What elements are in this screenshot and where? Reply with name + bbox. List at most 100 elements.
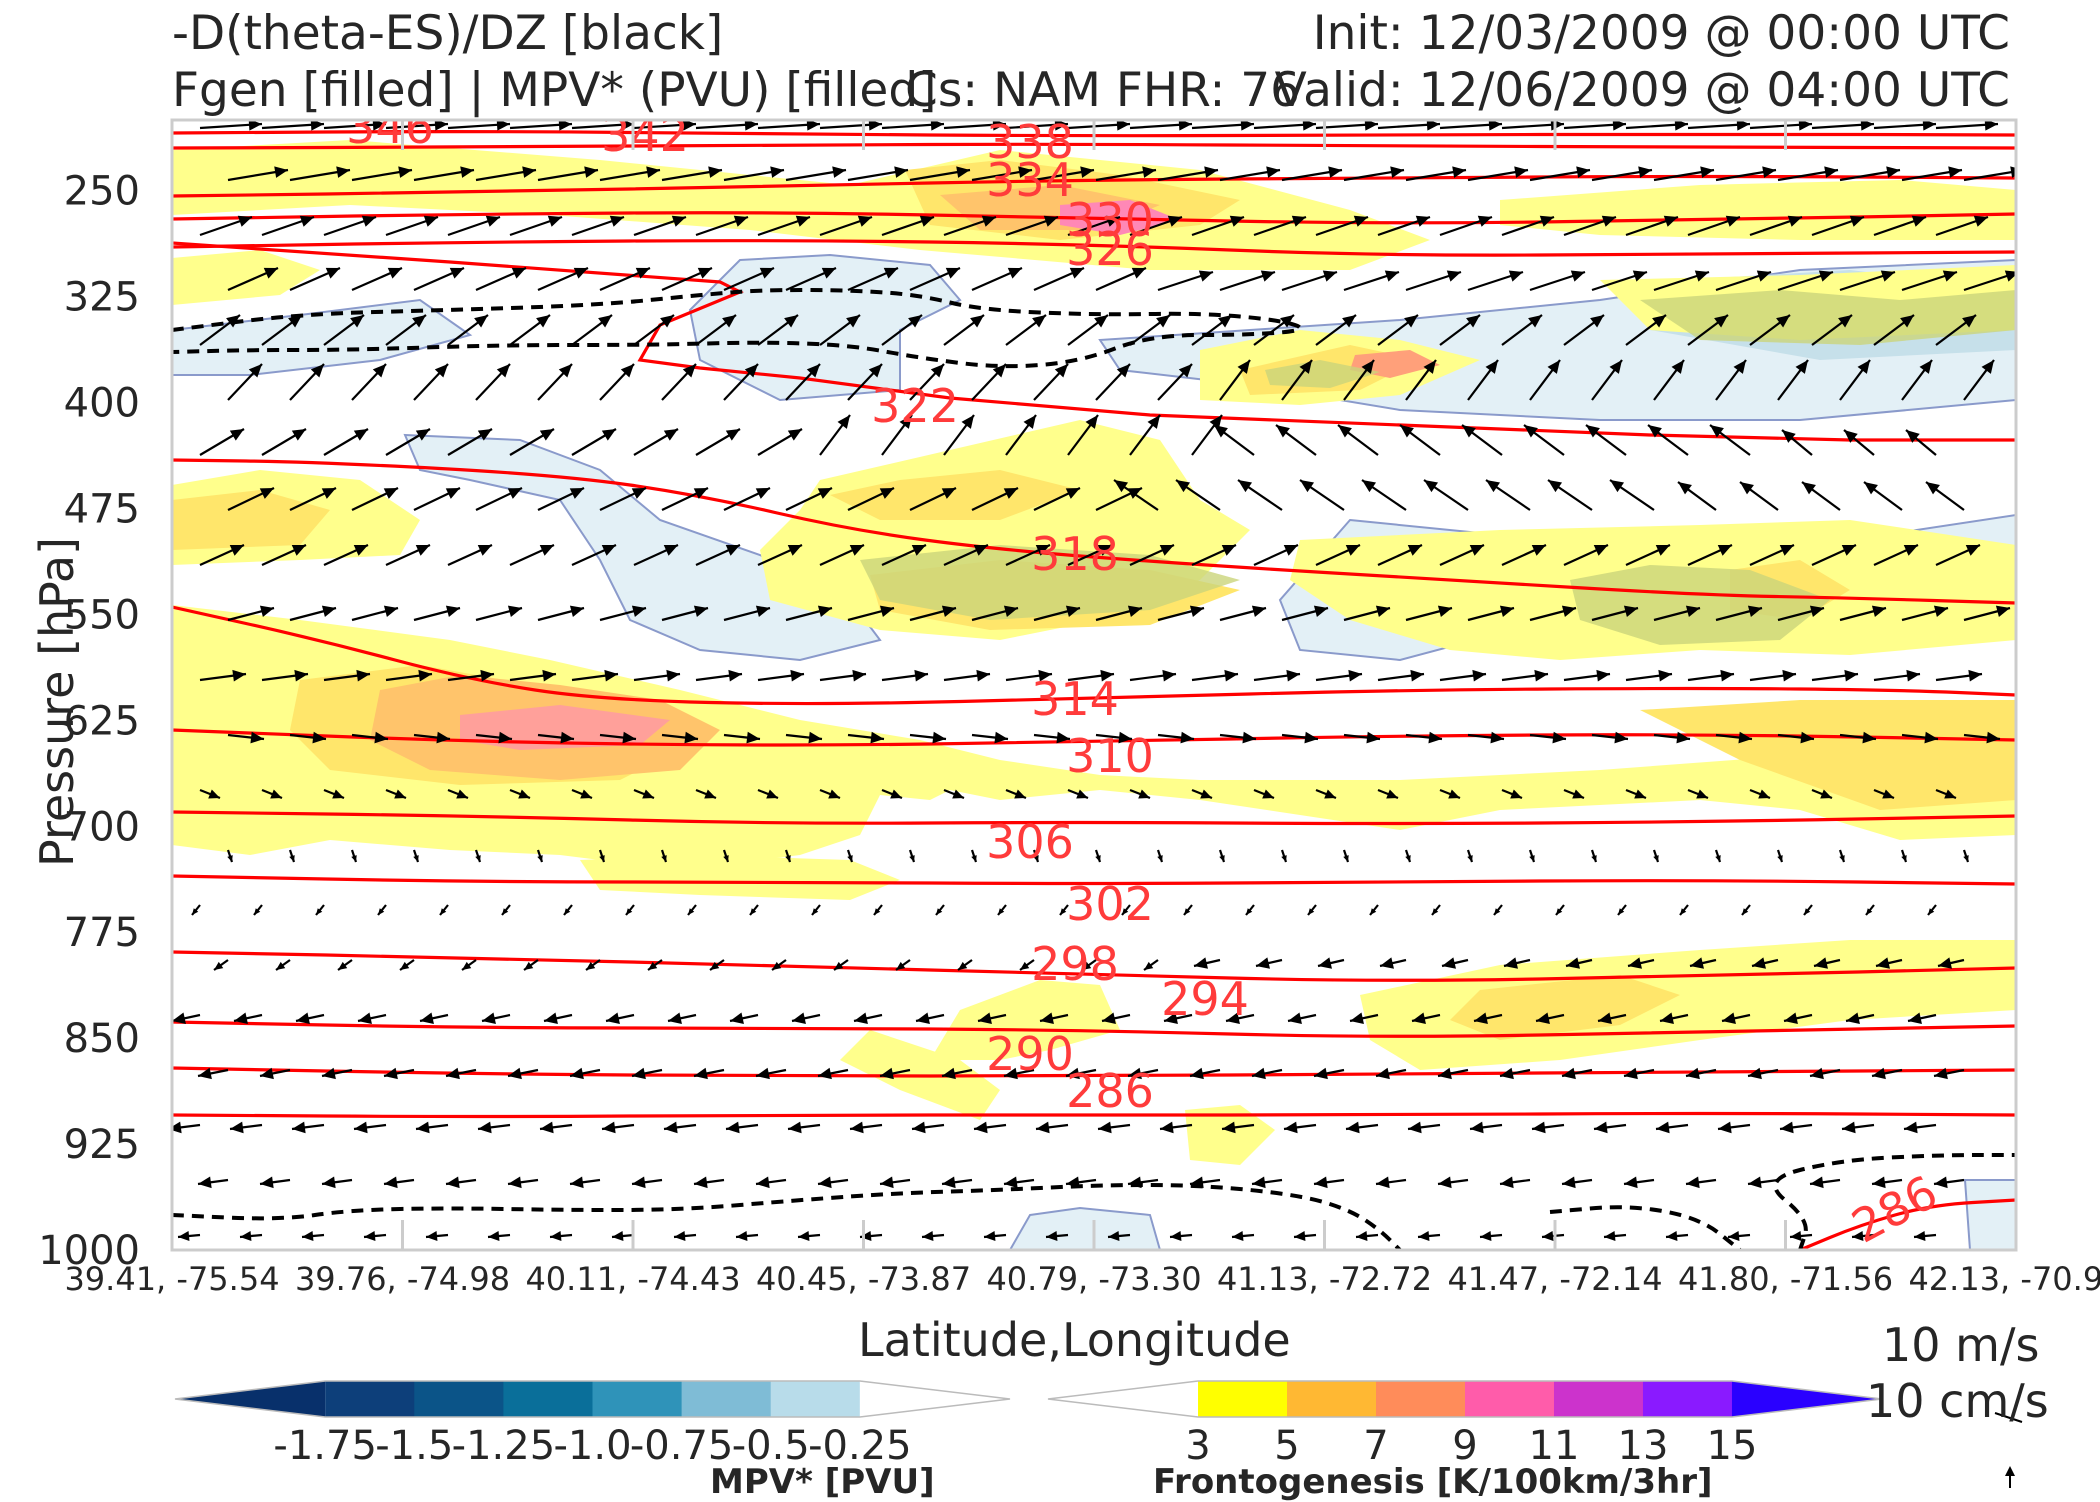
wind-vector (1501, 215, 1555, 237)
theta-contour (172, 810, 2016, 826)
wind-vector (1561, 1176, 1593, 1189)
wind-vector (723, 487, 771, 511)
wind-vector (1191, 215, 1245, 237)
mpv-colorbar-title: MPV* [PVU] (710, 1462, 935, 1502)
y-tick-label: 550 (64, 592, 140, 638)
wind-vector (1685, 1176, 1717, 1189)
colorbar-segment (325, 1381, 415, 1417)
wind-vector (1375, 1067, 1407, 1080)
wind-vector (1714, 849, 1722, 863)
theta-contour (172, 874, 2016, 886)
theta-contour-label: 286 (1843, 1165, 1946, 1254)
wind-vector (1873, 669, 1921, 682)
wind-vector (1191, 543, 1237, 567)
wind-vector (1307, 904, 1317, 916)
wind-vector (725, 1121, 759, 1134)
wind-vector (1625, 788, 1647, 800)
wind-vector (1687, 543, 1733, 567)
wind-vector (757, 543, 803, 567)
wind-vector (323, 788, 345, 800)
wind-vector (1191, 120, 1255, 131)
wind-vector (661, 266, 713, 292)
wind-vector (723, 731, 761, 744)
wind-vector (177, 1231, 201, 1241)
wind-vector (1903, 1121, 1937, 1134)
wind-vector (1503, 957, 1531, 969)
wind-vector (385, 669, 433, 682)
wind-vector (971, 266, 1023, 292)
wind-vector (1659, 1012, 1689, 1024)
wind-vector (599, 731, 637, 744)
wind-vector (350, 849, 358, 863)
wind-vector (1157, 166, 1219, 182)
wind-vector (1275, 424, 1317, 456)
wind-vector (1143, 959, 1159, 971)
wind-vector (1219, 605, 1267, 622)
colorbar-segment (503, 1381, 593, 1417)
wind-vector (1461, 424, 1503, 456)
wind-vector (1081, 959, 1097, 971)
wind-vector (847, 487, 895, 511)
frontogenesis-mpv-overlap (1570, 565, 1830, 645)
wind-vector (1627, 957, 1655, 969)
wind-vector (647, 959, 663, 971)
wind-vector (537, 266, 589, 292)
wind-vector (1219, 731, 1257, 744)
theta-contour (172, 950, 2016, 982)
x-tick-label: 40.79, -73.30 (986, 1260, 1201, 1298)
wind-vector (1653, 270, 1710, 292)
wind-vector (1563, 543, 1609, 567)
wind-vector (1159, 1121, 1193, 1134)
wind-vector (261, 215, 315, 237)
stability-contour-dashed (172, 287, 1302, 369)
wind-vector (261, 120, 325, 131)
wind-vector (895, 959, 911, 971)
wind-vector (227, 166, 289, 182)
wind-vector (1715, 166, 1777, 182)
wind-vector (971, 487, 1019, 511)
wind-vector (1749, 669, 1797, 682)
wind-vector (1219, 359, 1251, 401)
wind-vector (1439, 669, 1487, 682)
wind-vector (1281, 166, 1343, 182)
wind-vector (784, 849, 792, 863)
wind-vector (1873, 788, 1895, 800)
wind-vector (585, 959, 601, 971)
wind-vector (1033, 731, 1071, 744)
wind-vector (413, 266, 465, 292)
wind-vector (663, 1121, 697, 1134)
wind-vector (1189, 1176, 1221, 1189)
wind-vector (909, 731, 947, 744)
wind-vector (1417, 1231, 1441, 1241)
wind-vector (447, 428, 493, 456)
wind-vector (289, 363, 325, 401)
wind-vector (571, 669, 619, 682)
wind-vector (1933, 1067, 1965, 1080)
wind-vector (797, 1231, 821, 1241)
wind-vector (695, 120, 759, 131)
x-tick-label: 40.45, -73.87 (756, 1260, 971, 1298)
fgen-colorbar-tick: 9 (1452, 1423, 1477, 1469)
wind-vector (543, 1012, 573, 1024)
wind-vector (879, 1067, 911, 1080)
wind-vector (1811, 543, 1857, 567)
wind-vector (1687, 314, 1729, 346)
colorbar-segment (1553, 1381, 1644, 1417)
wind-vector (377, 904, 387, 916)
theta-contour (172, 142, 2016, 150)
wind-vector (1653, 731, 1691, 744)
theta-contour-label: 290 (986, 1027, 1074, 1081)
wind-vector (1281, 359, 1313, 401)
wind-vector (1871, 1176, 1903, 1189)
wind-vector (1191, 314, 1233, 346)
wind-vector (1501, 314, 1543, 346)
wind-vector (1003, 1176, 1035, 1189)
wind-vector (1193, 957, 1221, 969)
wind-vector (475, 487, 523, 511)
wind-vector (261, 428, 307, 456)
wind-vector (213, 959, 229, 971)
wind-vector (729, 1012, 759, 1024)
wind-vector (881, 669, 929, 682)
wind-vector (881, 215, 935, 237)
mpv-colorbar-tick: -0.75 (630, 1423, 734, 1469)
